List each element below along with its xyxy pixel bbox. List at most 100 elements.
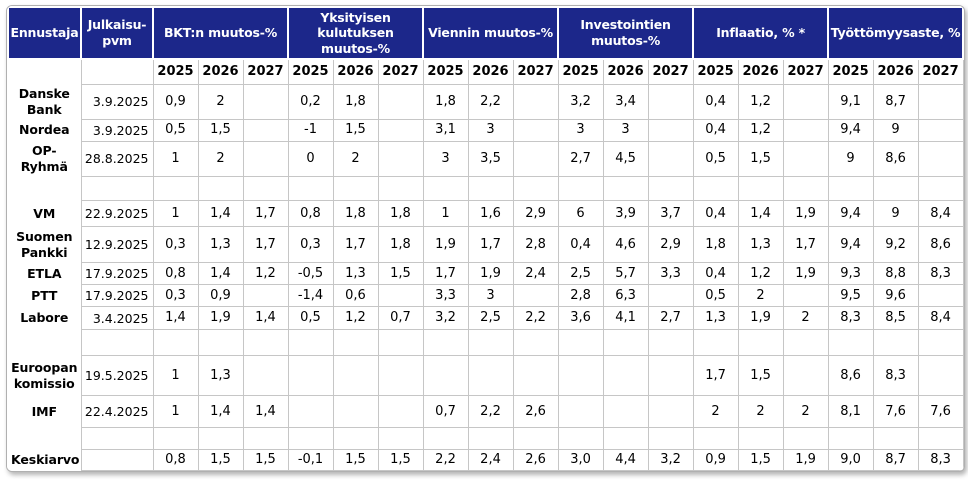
value-cell: 1,6 (467, 200, 514, 227)
value-cell: 6,3 (602, 284, 649, 307)
value-cell: 1,2 (737, 262, 784, 285)
date-cell: 17.9.2025 (80, 284, 154, 307)
value-cell: 9,4 (827, 200, 874, 227)
spacer-row (8, 176, 964, 201)
value-cell: 3 (602, 118, 649, 142)
value-cell: 3,5 (467, 140, 514, 178)
year-header: 2027 (917, 58, 964, 85)
value-cell (737, 427, 784, 450)
value-cell: 3,9 (602, 200, 649, 227)
col-header-forecaster: Ennustaja (7, 6, 82, 60)
value-cell: 6 (557, 200, 604, 227)
year-row: 2025 2026 2027 2025 2026 2027 2025 2026 2027 2025… (8, 58, 964, 85)
value-cell (512, 284, 559, 307)
value-cell (377, 284, 424, 307)
value-cell: 1,4 (197, 200, 244, 227)
value-cell: 1,5 (737, 355, 784, 396)
value-cell (287, 427, 334, 450)
value-cell: 1 (152, 200, 199, 227)
value-cell (332, 176, 379, 201)
value-cell: 2 (737, 395, 784, 428)
value-cell: 8,6 (917, 226, 964, 263)
value-cell: 0,4 (692, 262, 739, 285)
value-cell (692, 427, 739, 450)
value-cell: 9,2 (872, 226, 919, 263)
value-cell: 1 (422, 200, 469, 227)
value-cell: 0 (287, 140, 334, 178)
row-label: Euroopan komissio (11, 359, 78, 391)
value-cell: 1,9 (737, 306, 784, 330)
value-cell (917, 118, 964, 142)
value-cell: 1,2 (737, 118, 784, 142)
value-cell: 0,9 (152, 83, 199, 120)
value-cell: 9,4 (827, 118, 874, 142)
row-label (8, 428, 81, 450)
value-cell: 0,3 (287, 226, 334, 263)
year-header: 2025 (152, 58, 199, 85)
year-header: 2027 (377, 58, 424, 85)
value-cell: 0,8 (287, 200, 334, 227)
col-group-gdp-change: BKT:n muutos-% (152, 6, 289, 60)
value-cell (737, 176, 784, 201)
value-cell: -0,5 (287, 262, 334, 285)
value-cell (332, 427, 379, 450)
value-cell: 3 (467, 284, 514, 307)
value-cell (512, 355, 559, 396)
value-cell (557, 176, 604, 201)
value-cell (242, 284, 289, 307)
value-cell (917, 140, 964, 178)
value-cell (782, 118, 829, 142)
value-cell: 2,2 (422, 449, 469, 471)
value-cell (692, 329, 739, 356)
value-cell: 2 (782, 395, 829, 428)
value-cell: 1,4 (197, 395, 244, 428)
value-cell: 8,3 (827, 306, 874, 330)
date-cell: 28.8.2025 (80, 140, 154, 178)
value-cell (917, 83, 964, 120)
value-cell (422, 329, 469, 356)
col-group-exports-change: Viennin muutos-% (422, 6, 560, 60)
value-cell: 9,0 (827, 449, 874, 471)
value-cell: 2,6 (512, 395, 559, 428)
value-cell (332, 395, 379, 428)
value-cell: 1,4 (242, 306, 289, 330)
value-cell: 8,7 (872, 83, 919, 120)
value-cell: 8,5 (872, 306, 919, 330)
col-group-inflation: Inflaatio, % * (692, 6, 830, 60)
value-cell: 3 (557, 118, 604, 142)
value-cell: 0,4 (692, 83, 739, 120)
value-cell (152, 329, 199, 356)
value-cell (287, 176, 334, 201)
value-cell (422, 176, 469, 201)
value-cell: 8,6 (872, 140, 919, 178)
date-cell: 22.9.2025 (80, 200, 154, 227)
value-cell: 0,4 (557, 226, 604, 263)
value-cell: 1,9 (782, 200, 829, 227)
value-cell: 8,1 (827, 395, 874, 428)
row-label (8, 177, 81, 201)
value-cell: 0,8 (152, 262, 199, 285)
value-cell (152, 176, 199, 201)
spacer-row (8, 329, 964, 356)
table-row: Suomen Pankki 12.9.2025 0,3 1,3 1,7 0,3 1,7 1,8… (8, 226, 964, 263)
value-cell (602, 176, 649, 201)
value-cell (602, 329, 649, 356)
value-cell (332, 329, 379, 356)
value-cell: 5,7 (602, 262, 649, 285)
value-cell: 2 (737, 284, 784, 307)
spacer-row (8, 427, 964, 450)
row-label: PTT (31, 287, 58, 303)
value-cell: 2 (692, 395, 739, 428)
value-cell: 0,9 (197, 284, 244, 307)
value-cell (557, 395, 604, 428)
year-header: 2027 (647, 58, 694, 85)
value-cell (872, 427, 919, 450)
value-cell: 3,3 (647, 262, 694, 285)
year-header: 2026 (602, 58, 649, 85)
forecast-table: Ennustaja Julkaisu-pvm BKT:n muutos-% Yk… (7, 6, 965, 471)
value-cell: 8,3 (917, 449, 964, 471)
value-cell: 2,2 (512, 306, 559, 330)
table-row: Nordea 3.9.2025 0,5 1,5 -1 1,5 3,1 3 3 3 0,4 1,2 9,4… (8, 118, 964, 142)
date-cell: 22.4.2025 (80, 395, 154, 428)
value-cell: 1,5 (737, 140, 784, 178)
